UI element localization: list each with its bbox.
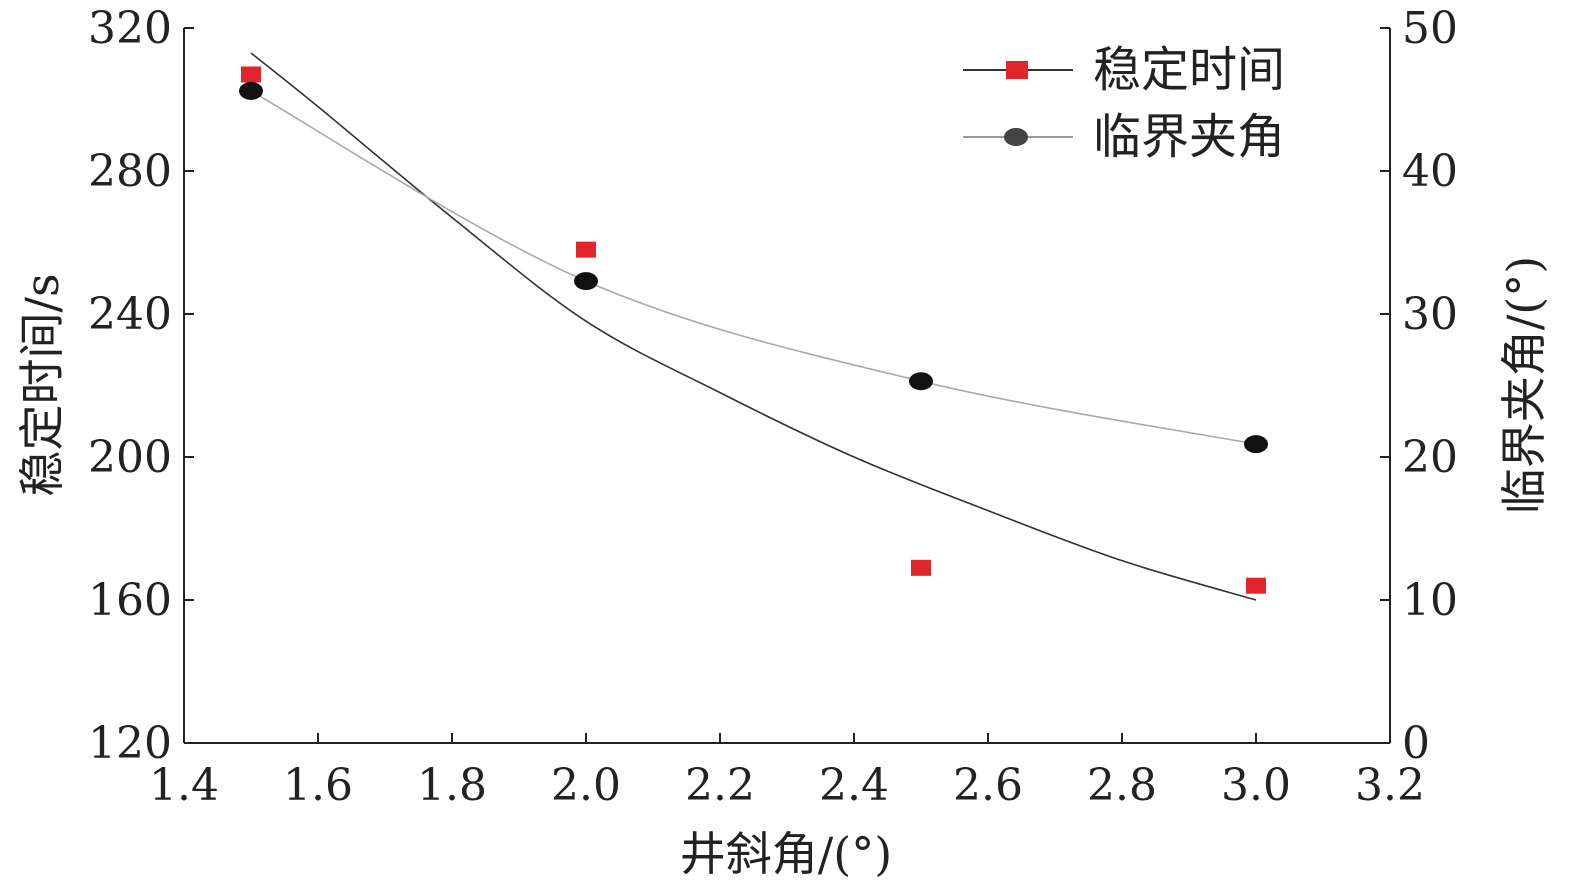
legend-label-stable-time: 稳定时间: [1093, 42, 1285, 98]
y-right-tick-label: 40: [1402, 146, 1458, 197]
data-marks: [239, 66, 1268, 594]
x-tick-label: 1.6: [283, 760, 353, 811]
y-left-tick-label: 120: [88, 718, 172, 769]
data-point-stable-time: [1246, 577, 1266, 594]
data-point-critical-angle: [574, 272, 598, 291]
y-left-tick-label: 240: [88, 289, 172, 340]
data-point-stable-time: [911, 559, 931, 576]
y-right-tick-label: 50: [1402, 3, 1458, 54]
y-right-tick-label: 20: [1402, 432, 1458, 483]
y-left-tick-label: 160: [88, 575, 172, 626]
fit-curves: [250, 52, 1257, 601]
legend: 稳定时间 临界夹角: [963, 42, 1285, 165]
x-tick-label: 1.4: [149, 760, 219, 811]
legend-marker-stable-time: [1006, 61, 1028, 79]
x-tick-label: 2.2: [685, 760, 755, 811]
legend-label-critical-angle: 临界夹角: [1093, 109, 1285, 165]
legend-marker-critical-angle: [1004, 128, 1028, 146]
x-tick-label: 2.6: [953, 760, 1023, 811]
x-tick-label: 3.2: [1355, 760, 1425, 811]
data-point-critical-angle: [239, 81, 263, 100]
x-tick-label: 3.0: [1221, 760, 1291, 811]
y-left-axis-title: 稳定时间/s: [15, 273, 69, 496]
ticks: 1.4 1.6 1.8 2.0 2.2 2.4 2.6 2.8 3.0 3.21201602002…: [88, 3, 1458, 811]
fit-curve-critical-angle: [250, 90, 1257, 445]
y-left-tick-label: 320: [88, 3, 172, 54]
y-left-tick-label: 280: [88, 146, 172, 197]
x-tick-label: 2.8: [1087, 760, 1157, 811]
data-point-stable-time: [241, 66, 261, 83]
x-axis-title: 井斜角/(°): [680, 827, 892, 881]
data-point-critical-angle: [909, 372, 933, 391]
y-right-tick-label: 0: [1402, 718, 1430, 769]
data-point-critical-angle: [1244, 435, 1268, 454]
y-right-tick-label: 10: [1402, 575, 1458, 626]
x-tick-label: 2.4: [819, 760, 889, 811]
x-tick-label: 1.8: [417, 760, 487, 811]
fit-curve-stable-time: [250, 52, 1257, 601]
x-tick-label: 2.0: [551, 760, 621, 811]
y-right-axis-title: 临界夹角/(°): [1497, 256, 1551, 514]
axes: [183, 28, 1391, 744]
data-point-stable-time: [576, 241, 596, 258]
y-right-tick-label: 30: [1402, 289, 1458, 340]
y-left-tick-label: 200: [88, 432, 172, 483]
